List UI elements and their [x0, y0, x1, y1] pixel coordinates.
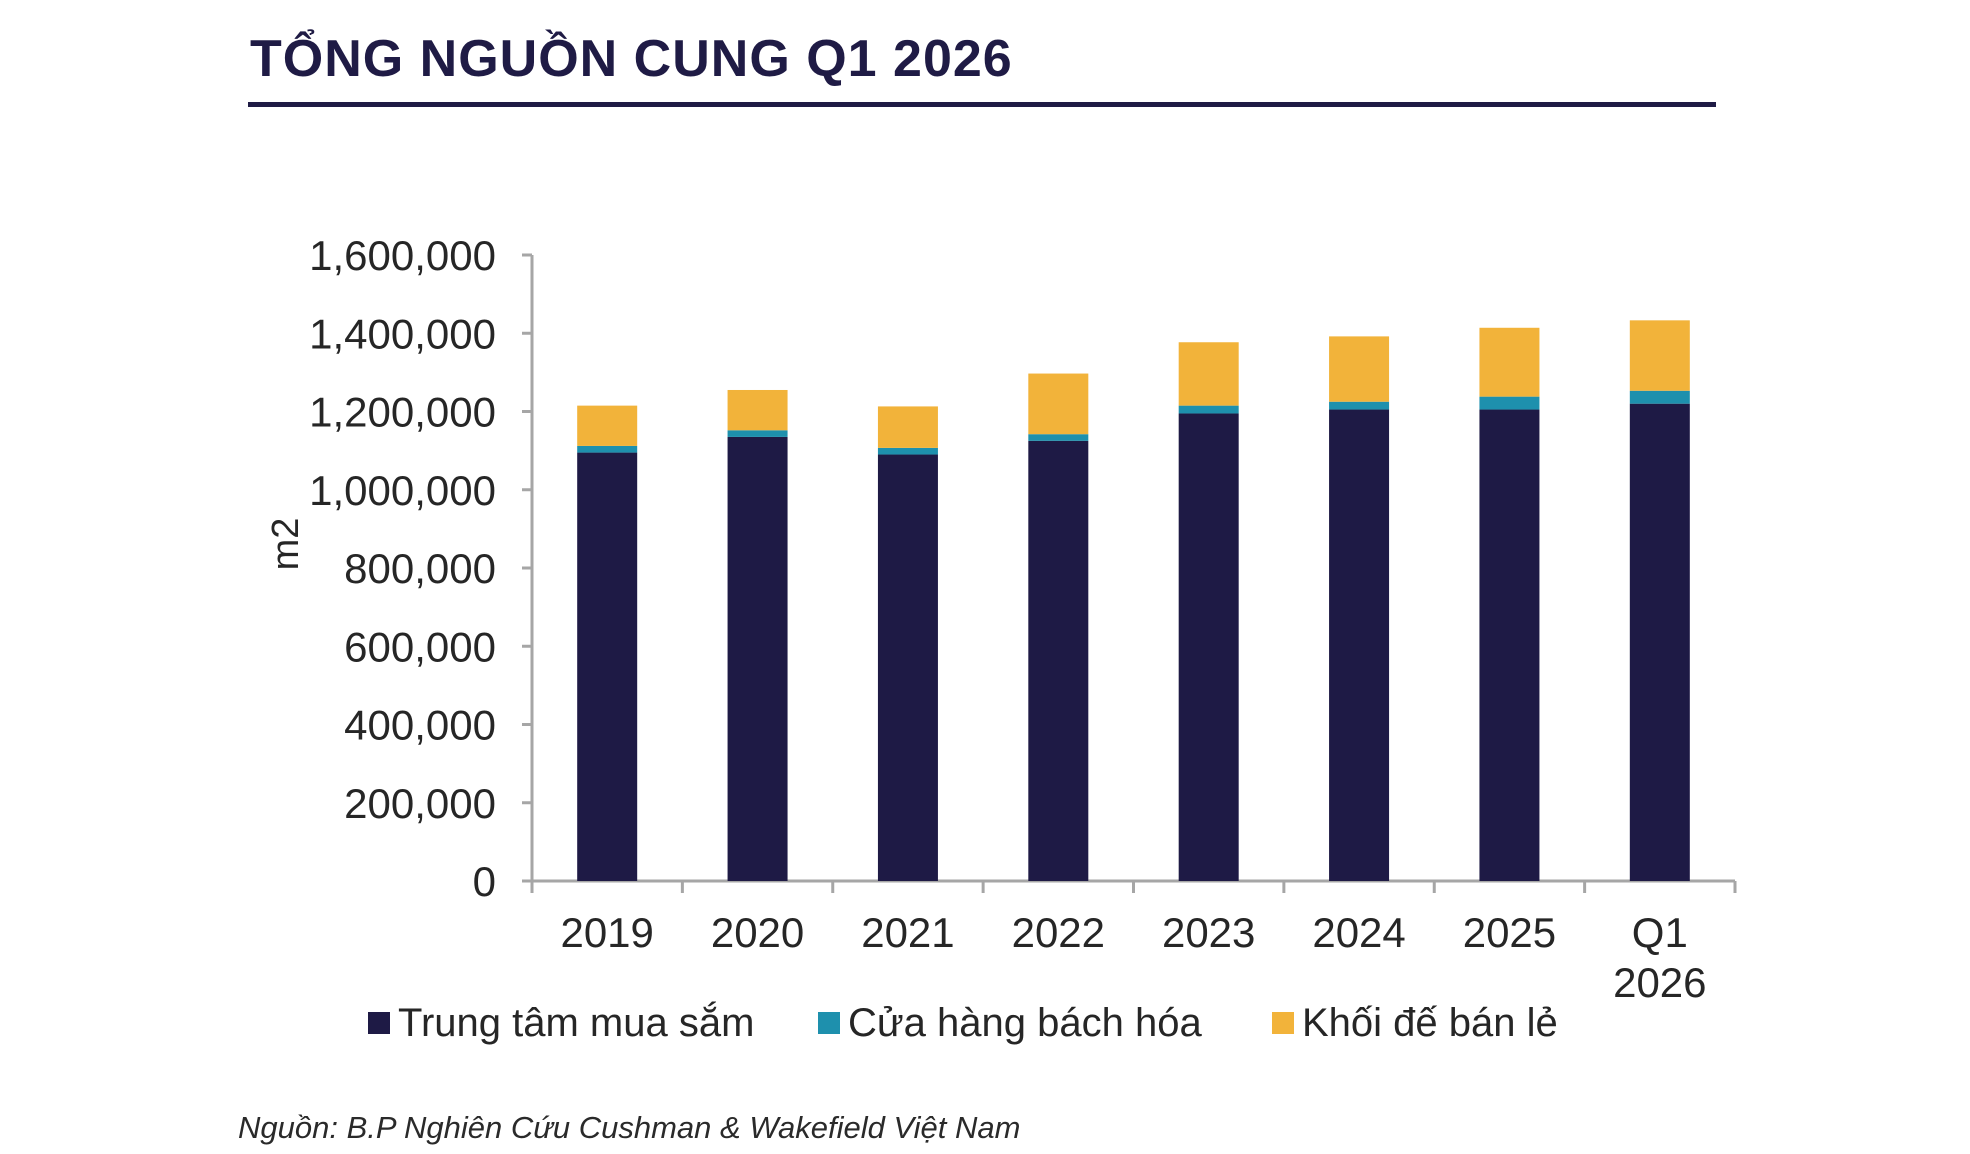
legend-label: Trung tâm mua sắm: [398, 1000, 754, 1045]
bar-segment-2: [1629, 390, 1690, 404]
bar-segment-2: [727, 430, 788, 437]
bar-segment-3: [727, 389, 788, 431]
legend-swatch: [818, 1012, 840, 1034]
bar-segment-1: [1479, 409, 1540, 881]
y-tick-label: 0: [473, 858, 496, 905]
bar-segment-3: [1028, 373, 1089, 435]
x-tick-label: 2022: [1012, 909, 1105, 956]
bar-segment-3: [1329, 336, 1390, 402]
legend-label: Cửa hàng bách hóa: [848, 1001, 1202, 1045]
y-tick-label: 1,600,000: [309, 232, 496, 279]
bar-segment-1: [577, 452, 638, 881]
bar-segment-2: [1028, 434, 1089, 441]
bars: [577, 320, 1690, 881]
y-tick-label: 200,000: [344, 780, 496, 827]
bar-segment-2: [1178, 405, 1239, 414]
y-tick-label: 1,000,000: [309, 467, 496, 514]
x-tick-label: 2024: [1312, 909, 1405, 956]
y-tick-label: 400,000: [344, 702, 496, 749]
bar-segment-3: [577, 405, 638, 446]
x-tick-label: 2020: [711, 909, 804, 956]
y-axis: 0 200,000 400,000 600,000 800,000 1,000,000 1,…: [265, 232, 534, 905]
bar-segment-3: [1479, 327, 1540, 397]
x-tick-label: 2019: [560, 909, 653, 956]
y-tick-label: 1,200,000: [309, 389, 496, 436]
x-tick-label: Q1 2026: [1613, 909, 1706, 1006]
bar-segment-1: [1028, 440, 1089, 881]
legend-swatch: [1272, 1012, 1294, 1034]
bar-segment-1: [877, 454, 938, 881]
y-tick-label: 1,400,000: [309, 310, 496, 357]
bar-segment-3: [1178, 342, 1239, 406]
bar-segment-1: [1178, 413, 1239, 881]
bar-segment-1: [727, 436, 788, 881]
title-underline: [248, 102, 1716, 107]
y-tick-label: 800,000: [344, 545, 496, 592]
y-tick-label: 600,000: [344, 623, 496, 670]
legend-swatch: [368, 1012, 390, 1034]
bar-segment-2: [577, 445, 638, 453]
bar-segment-2: [1479, 396, 1540, 410]
bar-segment-1: [1329, 409, 1390, 881]
x-tick-label: 2025: [1463, 909, 1556, 956]
bar-segment-2: [1329, 401, 1390, 410]
bar-segment-3: [877, 406, 938, 448]
x-axis: 2019 2020 2021 2022 2023 2024 2025 Q1 2026: [530, 879, 1737, 1006]
source-note: Nguồn: B.P Nghiên Cứu Cushman & Wakefiel…: [238, 1110, 1021, 1145]
y-axis-title: m2: [265, 518, 307, 571]
bar-segment-3: [1629, 320, 1690, 391]
bar-segment-2: [877, 447, 938, 455]
x-tick-label: 2023: [1162, 909, 1255, 956]
legend: Trung tâm mua sắm Cửa hàng bách hóa Khối đ…: [368, 1000, 1558, 1045]
chart-title: TỔNG NGUỒN CUNG Q1 2026: [250, 30, 1013, 88]
legend-label: Khối đế bán lẻ: [1302, 1001, 1558, 1045]
x-tick-label: 2021: [861, 909, 954, 956]
bar-segment-1: [1629, 403, 1690, 881]
